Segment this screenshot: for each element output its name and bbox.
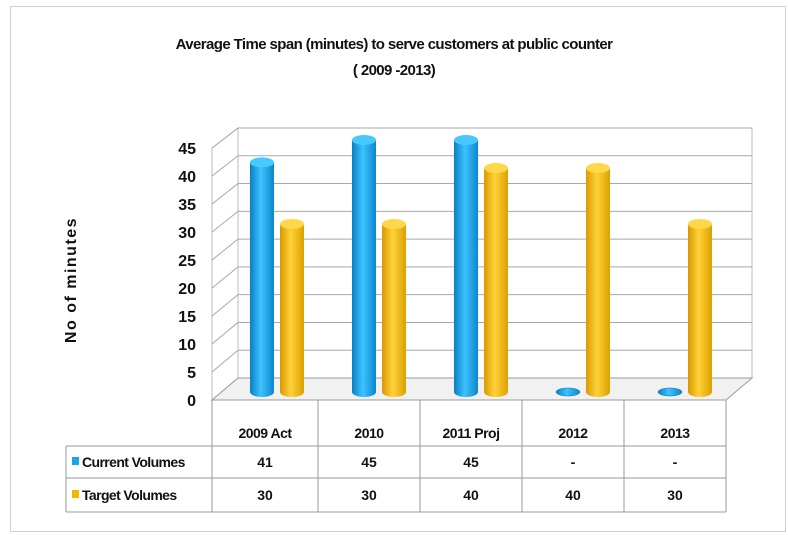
bar-target-0 — [280, 219, 304, 397]
x-tick-label: 2009 Act — [238, 425, 292, 441]
data-label: 45 — [463, 454, 479, 470]
y-tick-label: 30 — [178, 225, 196, 242]
bar-target-2 — [484, 163, 508, 397]
gridline-side — [211, 294, 239, 317]
gridline-side — [211, 238, 239, 261]
data-table: 2009 Act 2010 2011 Proj 2012 2013 Current Vol… — [65, 400, 727, 513]
x-tick-label: 2010 — [354, 425, 384, 441]
y-tick-label: 20 — [178, 281, 196, 298]
y-tick-label: 15 — [178, 309, 196, 326]
data-label: - — [673, 454, 678, 470]
y-tick-label: 10 — [178, 337, 196, 354]
data-label: 41 — [257, 454, 273, 470]
bar-target-3 — [586, 163, 610, 397]
x-tick-label: 2011 Proj — [443, 425, 500, 441]
bar-target-4 — [688, 219, 712, 397]
data-label: - — [571, 454, 576, 470]
legend-swatch — [72, 457, 79, 465]
data-label: 30 — [361, 487, 377, 503]
y-tick-label: 40 — [178, 169, 196, 186]
bar-current-1 — [352, 135, 376, 397]
x-tick-label: 2012 — [558, 425, 588, 441]
gridline-side — [211, 210, 239, 233]
chart-subtitle: ( 2009 -2013) — [352, 62, 436, 79]
y-tick-label: 45 — [178, 141, 196, 158]
bar-current-4 — [657, 387, 683, 397]
bar-current-2 — [454, 135, 478, 397]
x-tick-label: 2013 — [660, 425, 690, 441]
legend-entry: Current Volumes — [82, 454, 186, 470]
data-label: 40 — [565, 487, 581, 503]
y-tick-label: 25 — [178, 253, 196, 270]
plot-side-wall — [211, 126, 239, 402]
plot-floor — [210, 377, 754, 401]
y-tick-label: 0 — [187, 393, 196, 410]
gridline-side — [211, 127, 239, 149]
gridline-side — [211, 266, 239, 289]
data-label: 30 — [257, 487, 273, 503]
gridline-side — [211, 349, 239, 373]
y-tick-label: 35 — [178, 197, 196, 214]
legend-swatch — [72, 490, 79, 498]
y-tick-label: 5 — [187, 365, 196, 382]
data-label: 45 — [361, 454, 377, 470]
data-label: 40 — [463, 487, 479, 503]
bar-current-0 — [250, 157, 274, 397]
bar-target-1 — [382, 219, 406, 397]
data-label: 30 — [667, 487, 683, 503]
gridline-side — [211, 155, 239, 177]
legend-entry: Target Volumes — [82, 487, 177, 503]
bar-current-3 — [555, 387, 581, 397]
gridline-side — [211, 183, 239, 205]
y-axis-label: No of minutes — [63, 217, 80, 343]
chart-title: Average Time span (minutes) to serve cus… — [175, 36, 613, 53]
gridline-side — [211, 322, 239, 345]
